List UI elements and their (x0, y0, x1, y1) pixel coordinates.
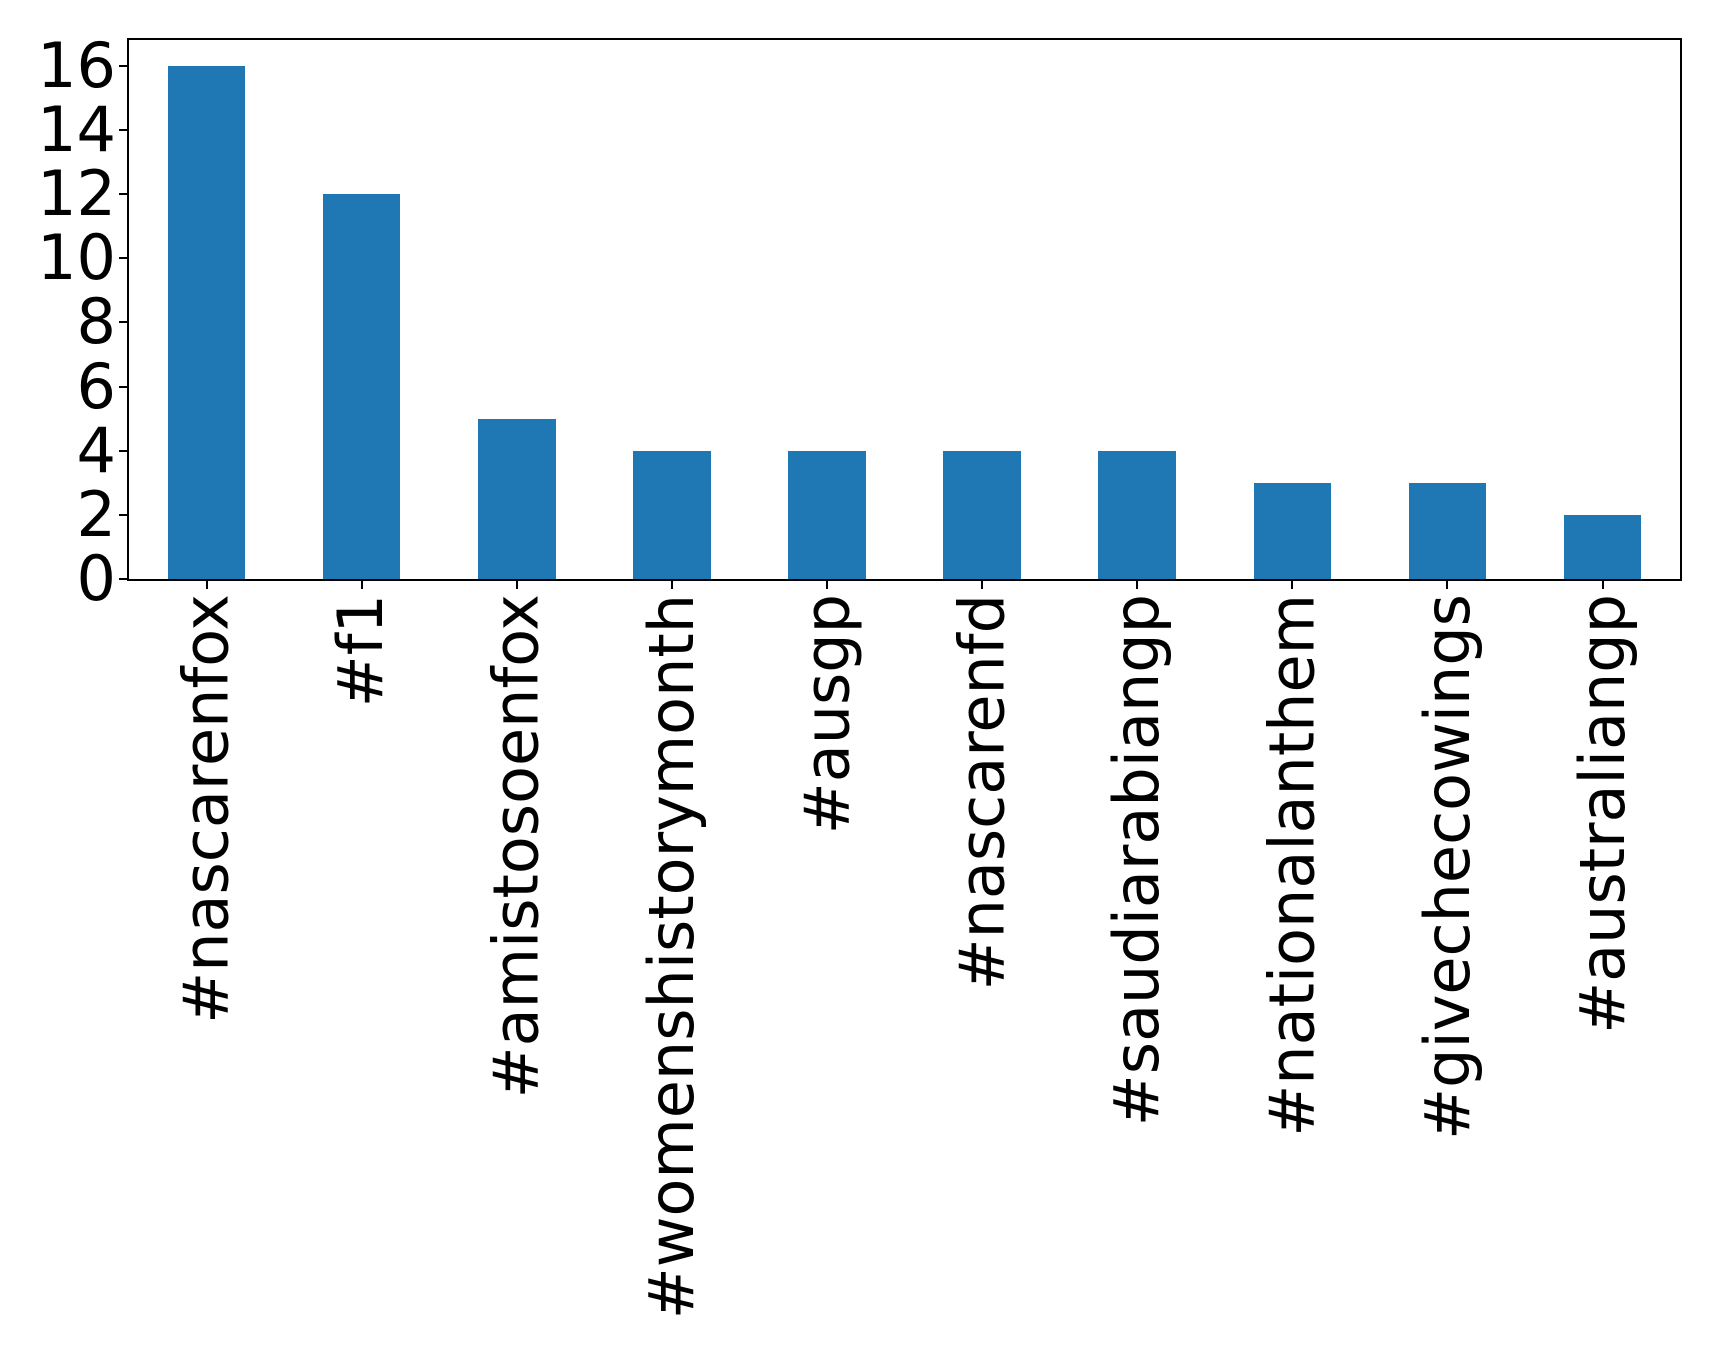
bar (1563, 514, 1642, 579)
y-tick-mark (119, 578, 127, 580)
y-tick-label: 14 (37, 92, 116, 166)
y-tick-label: 12 (37, 157, 116, 230)
y-tick-label: 6 (76, 349, 116, 423)
x-tick-mark (825, 581, 828, 589)
bar (322, 194, 401, 579)
y-tick-label: 2 (76, 477, 116, 551)
bar (633, 450, 711, 579)
x-tick-mark (360, 581, 363, 589)
bar (167, 65, 246, 579)
y-tick-label: 8 (76, 285, 116, 359)
x-tick-label: #saudiarabiangp (1100, 594, 1174, 1127)
y-tick-mark (119, 449, 127, 452)
y-tick-label: 0 (76, 542, 116, 615)
x-tick-label: #givechecowings (1410, 594, 1484, 1140)
x-tick-label: #f1 (324, 594, 398, 708)
y-tick-mark (119, 64, 127, 67)
x-tick-label: #australiangp (1565, 594, 1639, 1034)
x-tick-mark (670, 581, 673, 589)
bar (943, 450, 1021, 579)
x-tick-mark (1136, 581, 1139, 589)
bar (1253, 482, 1331, 579)
x-tick-label: #womenshistorymonth (634, 594, 708, 1320)
y-tick-mark (119, 321, 127, 324)
x-tick-mark (515, 581, 518, 589)
bar (1098, 450, 1176, 579)
x-tick-label: #amistosoenfox (479, 594, 553, 1099)
x-tick-label: #nascarenfox (169, 594, 243, 1024)
bar (788, 450, 866, 579)
x-tick-mark (1291, 581, 1294, 589)
y-tick-label: 16 (37, 28, 116, 102)
x-tick-label: #nationalanthem (1255, 594, 1329, 1137)
y-tick-mark (119, 513, 127, 516)
bar (1408, 482, 1487, 579)
y-tick-label: 10 (37, 221, 116, 295)
x-tick-label: #nascarenfd (945, 594, 1018, 991)
y-tick-mark (119, 257, 127, 260)
y-tick-label: 4 (76, 413, 116, 487)
x-tick-label: #ausgp (789, 594, 863, 835)
x-tick-mark (205, 581, 208, 589)
x-tick-mark (1601, 581, 1604, 589)
plot-area (127, 38, 1682, 581)
bar (478, 418, 556, 579)
x-tick-mark (981, 581, 983, 589)
y-tick-mark (119, 385, 127, 388)
y-tick-mark (119, 128, 127, 131)
x-tick-mark (1446, 581, 1449, 589)
y-tick-mark (119, 193, 127, 195)
